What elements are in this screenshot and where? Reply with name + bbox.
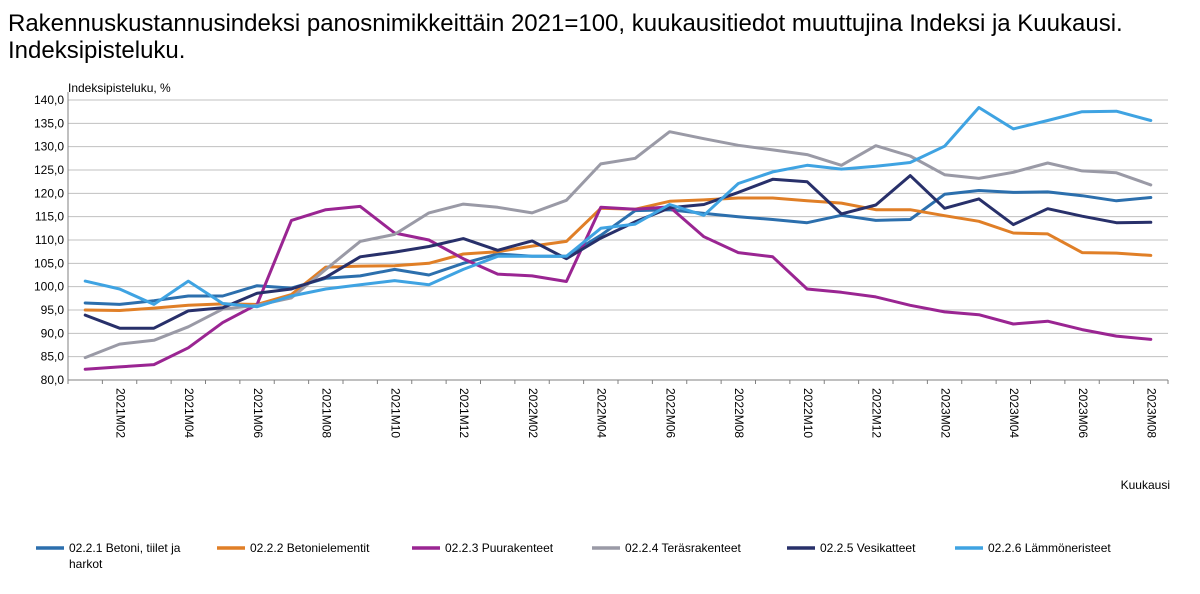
legend-label: 02.2.6 Lämmöneristeet [988, 541, 1111, 555]
y-tick-label: 110,0 [35, 233, 64, 247]
x-tick-label: 2022M02 [526, 388, 540, 438]
x-tick-labels: 2021M02 2021M04 2021M06 2021M08 2021M10 2021M… [113, 388, 1158, 438]
legend-label: 02.2.4 Teräsrakenteet [625, 541, 742, 555]
legend-label: 02.2.1 Betoni, tiilet ja harkot [69, 541, 181, 571]
legend-label: 02.2.2 Betonielementit [250, 541, 370, 555]
y-tick-label: 120,0 [34, 186, 64, 200]
x-tick-label: 2021M06 [251, 388, 265, 438]
series-line-4 [83, 130, 1153, 360]
x-tick-label: 2022M10 [801, 388, 815, 438]
series-line-5 [83, 174, 1153, 330]
series-line-1 [83, 189, 1153, 306]
series-line-2 [83, 196, 1153, 312]
y-tick-label: 90,0 [41, 326, 65, 340]
x-tick-label: 2022M08 [732, 388, 746, 438]
y-tick-label: 130,0 [34, 140, 64, 154]
series-line-6 [83, 106, 1153, 309]
y-tick-label: 115,0 [35, 210, 64, 224]
series-line-3 [83, 204, 1153, 371]
chart-title: Rakennuskustannusindeksi panosnimikkeitt… [8, 10, 1123, 64]
legend-label: 02.2.3 Puurakenteet [445, 541, 554, 555]
y-tick-label: 80,0 [41, 373, 65, 387]
x-tick-label: 2021M10 [388, 388, 402, 438]
x-tick-label: 2021M08 [320, 388, 334, 438]
y-tick-label: 135,0 [34, 116, 64, 130]
y-tick-label: 85,0 [41, 350, 65, 364]
x-tick-label: 2023M06 [1076, 388, 1090, 438]
x-tick-label: 2022M12 [870, 388, 884, 438]
y-tick-label: 125,0 [34, 163, 64, 177]
y-tick-label: 100,0 [34, 280, 64, 294]
x-tick-label: 2023M08 [1145, 388, 1159, 438]
x-tick-label: 2023M04 [1007, 388, 1021, 438]
legend: 02.2.1 Betoni, tiilet ja harkot 02.2.2 Bet… [36, 541, 1111, 571]
x-tick-label: 2023M02 [938, 388, 952, 438]
series-lines [83, 106, 1153, 371]
x-tick-label: 2021M12 [457, 388, 471, 438]
x-tick-label: 2022M06 [663, 388, 677, 438]
x-axis-label: Kuukausi [1121, 478, 1170, 492]
y-tick-labels: 80,0 85,0 90,0 95,0 100,0 105,0 110,0 115,0 120,… [34, 93, 64, 387]
legend-label: 02.2.5 Vesikatteet [820, 541, 916, 555]
y-tick-label: 95,0 [41, 303, 65, 317]
axes [67, 92, 1169, 384]
x-tick-label: 2021M04 [182, 388, 196, 438]
y-tick-label: 105,0 [34, 256, 64, 270]
y-tick-label: 140,0 [34, 93, 64, 107]
gridlines [68, 99, 1168, 381]
x-tick-label: 2021M02 [113, 388, 127, 438]
y-axis-label: Indeksipisteluku, % [68, 81, 171, 95]
x-tick-label: 2022M04 [595, 388, 609, 438]
